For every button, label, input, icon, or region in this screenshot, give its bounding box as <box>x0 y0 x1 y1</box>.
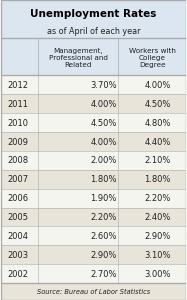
Bar <box>1 189 186 208</box>
Text: 2011: 2011 <box>7 100 28 109</box>
Text: 3.10%: 3.10% <box>144 251 171 260</box>
Text: 2006: 2006 <box>7 194 28 203</box>
Bar <box>1 94 186 113</box>
Bar <box>1 38 186 76</box>
Text: 4.00%: 4.00% <box>144 81 171 90</box>
Text: 2004: 2004 <box>7 232 28 241</box>
Text: 4.50%: 4.50% <box>144 100 171 109</box>
Text: as of April of each year: as of April of each year <box>47 27 140 36</box>
Text: 2003: 2003 <box>7 251 28 260</box>
Bar <box>1 264 186 283</box>
Text: 3.70%: 3.70% <box>90 81 117 90</box>
Text: 2005: 2005 <box>7 213 28 222</box>
Text: 2002: 2002 <box>7 270 28 279</box>
Text: 2.60%: 2.60% <box>90 232 117 241</box>
Text: 2008: 2008 <box>7 156 28 165</box>
Text: 2.70%: 2.70% <box>90 270 117 279</box>
Text: Workers with
College
Degree: Workers with College Degree <box>129 48 176 68</box>
Text: 4.80%: 4.80% <box>144 119 171 128</box>
Bar <box>1 208 186 226</box>
Text: 4.40%: 4.40% <box>144 138 171 147</box>
Bar <box>1 245 186 264</box>
Text: 1.80%: 1.80% <box>144 175 171 184</box>
Text: 4.00%: 4.00% <box>90 138 117 147</box>
Bar <box>1 226 186 245</box>
Text: 4.50%: 4.50% <box>90 119 117 128</box>
Bar <box>1 132 186 151</box>
Bar <box>1 113 186 132</box>
Text: 2.10%: 2.10% <box>144 156 171 165</box>
Text: Source: Bureau of Labor Statistics: Source: Bureau of Labor Statistics <box>37 289 150 295</box>
Text: 2007: 2007 <box>7 175 28 184</box>
Text: Unemployment Rates: Unemployment Rates <box>30 9 157 19</box>
Bar <box>1 0 186 38</box>
Bar <box>1 76 186 94</box>
Text: 2.20%: 2.20% <box>144 194 171 203</box>
Bar <box>1 170 186 189</box>
Text: 2.20%: 2.20% <box>90 213 117 222</box>
Text: 2012: 2012 <box>7 81 28 90</box>
Bar <box>1 151 186 170</box>
Bar <box>1 283 186 300</box>
Text: 3.00%: 3.00% <box>144 270 171 279</box>
Text: 2.00%: 2.00% <box>90 156 117 165</box>
Text: 2009: 2009 <box>7 138 28 147</box>
Text: 1.80%: 1.80% <box>90 175 117 184</box>
Text: 4.00%: 4.00% <box>90 100 117 109</box>
Text: 2010: 2010 <box>7 119 28 128</box>
Text: 2.90%: 2.90% <box>144 232 171 241</box>
Text: 1.90%: 1.90% <box>90 194 117 203</box>
Text: Management,
Professional and
Related: Management, Professional and Related <box>49 48 108 68</box>
Text: 2.40%: 2.40% <box>144 213 171 222</box>
Text: 2.90%: 2.90% <box>90 251 117 260</box>
